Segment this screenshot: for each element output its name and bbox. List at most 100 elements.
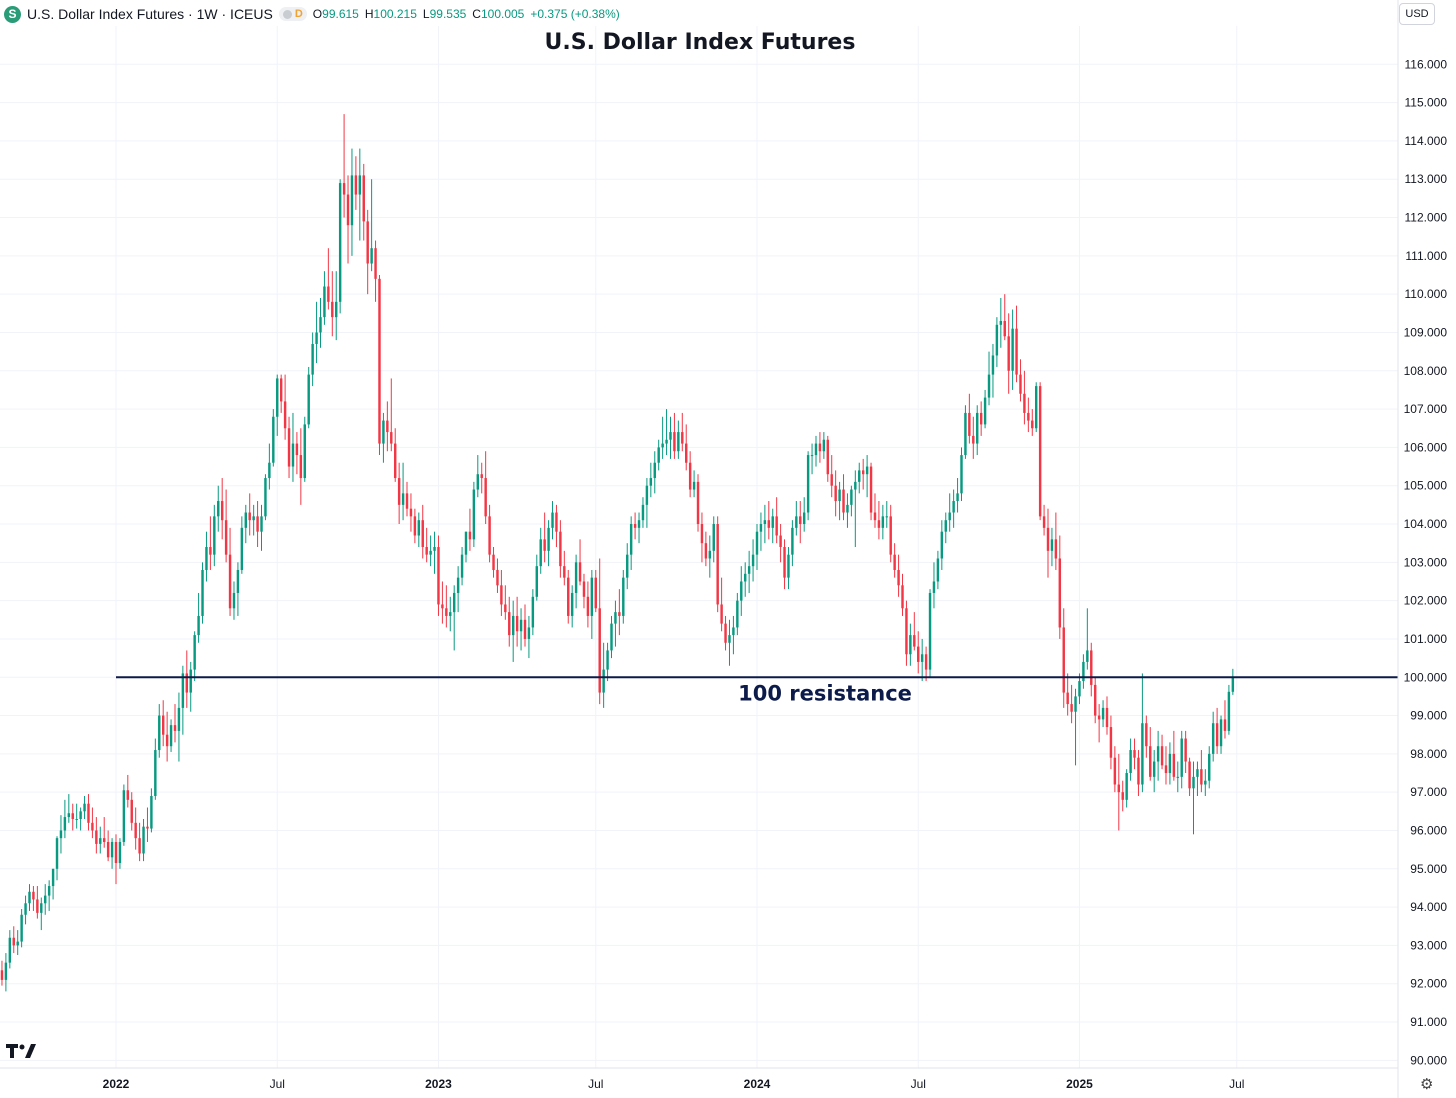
- y-tick-label: 90.000: [1410, 1053, 1447, 1067]
- candle-body: [1160, 746, 1164, 766]
- candle-body: [547, 527, 550, 551]
- candle-body: [1211, 723, 1215, 754]
- candle-body: [905, 608, 908, 655]
- candle-body: [252, 516, 255, 521]
- candle-body: [374, 248, 377, 279]
- candle-body: [362, 175, 365, 222]
- candle-body: [350, 175, 354, 226]
- y-tick-label: 95.000: [1410, 862, 1447, 876]
- candle-body: [1042, 516, 1046, 528]
- candle-body: [677, 432, 680, 452]
- candle-body: [228, 554, 232, 609]
- candle-body: [700, 524, 704, 544]
- candle-body: [161, 715, 165, 735]
- candle-body: [130, 799, 133, 823]
- candle-body: [378, 278, 381, 444]
- status-pill[interactable]: D: [278, 7, 307, 21]
- candle-body: [460, 554, 464, 578]
- candle-body: [386, 420, 389, 433]
- low-value: 99.535: [429, 7, 467, 21]
- candle-body: [205, 547, 208, 570]
- candle-body: [44, 895, 47, 904]
- candle-body: [55, 838, 59, 869]
- x-tick-label: Jul: [588, 1077, 603, 1091]
- candle-body: [1113, 757, 1117, 785]
- candle-body: [83, 803, 86, 812]
- candle-body: [740, 581, 743, 601]
- candle-body: [850, 489, 853, 505]
- candle-body: [1129, 750, 1132, 774]
- candle-body: [858, 470, 861, 482]
- candle-body: [75, 818, 78, 820]
- candle-body: [185, 673, 189, 693]
- candle-body: [47, 886, 51, 896]
- candle-body: [441, 604, 444, 609]
- currency-button[interactable]: USD: [1399, 3, 1435, 25]
- candle-body: [1145, 723, 1148, 747]
- candle-body: [445, 608, 448, 616]
- candle-body: [582, 581, 586, 597]
- candle-body: [806, 455, 810, 513]
- candle-body: [1227, 691, 1231, 731]
- symbol-title[interactable]: U.S. Dollar Index Futures · 1W · ICEUS: [27, 6, 273, 22]
- candle-body: [972, 435, 975, 444]
- candle-body: [622, 577, 625, 616]
- candle-body: [881, 516, 885, 528]
- candle-body: [279, 378, 283, 402]
- candle-body: [342, 183, 346, 195]
- candle-body: [197, 615, 200, 636]
- candle-body: [346, 194, 350, 226]
- candle-body: [331, 301, 334, 318]
- candle-body: [122, 790, 126, 842]
- symbol-header: S U.S. Dollar Index Futures · 1W · ICEUS…: [4, 3, 620, 25]
- candle-body: [409, 508, 413, 517]
- candle-body: [688, 462, 692, 490]
- candle-body: [535, 566, 539, 597]
- candle-body: [437, 547, 440, 605]
- candle-body: [567, 577, 570, 616]
- candle-body: [220, 501, 224, 521]
- candle-body: [626, 554, 629, 578]
- candle-body: [421, 520, 424, 547]
- candle-body: [755, 531, 759, 555]
- candle-body: [968, 412, 971, 436]
- candle-body: [299, 455, 303, 479]
- candle-body: [960, 455, 963, 494]
- candle-body: [944, 520, 947, 532]
- candle-body: [319, 317, 322, 333]
- candle-body: [641, 504, 645, 521]
- candle-body: [193, 635, 196, 670]
- candle-body: [240, 527, 244, 570]
- y-tick-label: 116.000: [1405, 57, 1448, 71]
- candle-body: [1117, 784, 1121, 793]
- candle-body: [1078, 681, 1081, 697]
- open-label: O: [312, 7, 323, 21]
- candle-body: [397, 478, 401, 505]
- open-value: 99.615: [322, 7, 359, 21]
- candle-body: [539, 539, 542, 567]
- candle-body: [358, 175, 362, 195]
- grid-layer: [0, 26, 1398, 1068]
- candle-body: [449, 612, 452, 616]
- candle-body: [983, 397, 987, 425]
- tradingview-logo-icon[interactable]: [6, 1042, 38, 1065]
- candle-body: [563, 566, 566, 578]
- candle-body: [393, 443, 397, 479]
- candle-body: [1215, 723, 1219, 747]
- candle-body: [897, 569, 900, 586]
- candle-body: [464, 531, 468, 555]
- settings-gear-icon[interactable]: ⚙: [1420, 1076, 1434, 1093]
- candle-body: [795, 516, 798, 528]
- candle-body: [559, 531, 562, 567]
- candle-body: [224, 520, 228, 555]
- candle-body: [1168, 753, 1172, 774]
- candle-body: [500, 585, 503, 605]
- candle-body: [287, 428, 291, 467]
- candle-body: [1223, 719, 1227, 731]
- candle-body: [728, 635, 731, 643]
- candle-body: [1172, 753, 1176, 777]
- candle-body: [508, 612, 511, 636]
- candle-body: [354, 175, 358, 195]
